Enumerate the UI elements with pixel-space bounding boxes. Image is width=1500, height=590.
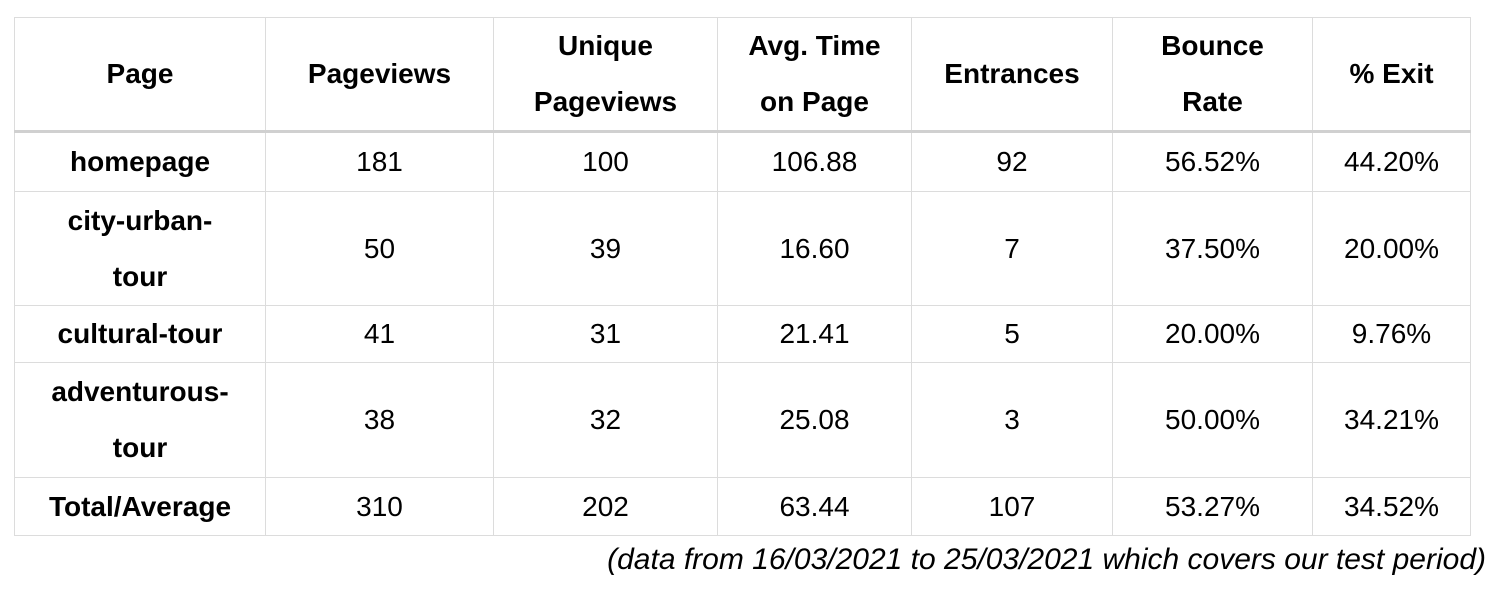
header-page: Page: [14, 17, 266, 133]
exit-cell: 34.21%: [1312, 362, 1471, 478]
page-name: homepage: [69, 146, 211, 177]
total-row: Total/Average 310 202 63.44 107 53.27% 3…: [14, 477, 1471, 536]
exit-cell: 44.20%: [1312, 131, 1471, 192]
header-row: Page Pageviews Unique Pageviews Avg. Time…: [14, 17, 1471, 133]
pageviews-cell: 38: [265, 362, 494, 478]
entrances-cell: 7: [911, 191, 1113, 306]
bounce-rate-cell: 37.50%: [1112, 191, 1313, 306]
header-bounce-rate-line1: Bounce: [1161, 30, 1264, 61]
header-avg-time-line2: on Page: [760, 86, 869, 117]
entrances-cell: 107: [911, 477, 1113, 536]
header-page-label: Page: [106, 58, 174, 89]
exit-cell: 20.00%: [1312, 191, 1471, 306]
header-unique-pageviews-line1: Unique: [558, 30, 653, 61]
header-entrances: Entrances: [911, 17, 1113, 133]
avg-time-cell: 16.60: [717, 191, 912, 306]
avg-time-cell: 106.88: [717, 131, 912, 192]
entrances-cell: 5: [911, 305, 1113, 363]
header-bounce-rate-line2: Rate: [1182, 86, 1243, 117]
pageviews-cell: 310: [265, 477, 494, 536]
pageviews-cell: 181: [265, 131, 494, 192]
avg-time-cell: 63.44: [717, 477, 912, 536]
table-row: cultural-tour 41 31 21.41 5 20.00% 9.76%: [14, 305, 1471, 363]
unique-pageviews-cell: 100: [493, 131, 718, 192]
exit-cell: 9.76%: [1312, 305, 1471, 363]
page-cell: city-urban-tour: [14, 191, 266, 306]
page-name-line2: tour: [112, 260, 168, 292]
pageviews-cell: 50: [265, 191, 494, 306]
header-exit-label: % Exit: [1349, 58, 1434, 89]
page-cell: Total/Average: [14, 477, 266, 536]
header-pageviews: Pageviews: [265, 17, 494, 133]
header-unique-pageviews: Unique Pageviews: [493, 17, 718, 133]
table-row: homepage 181 100 106.88 92 56.52% 44.20%: [14, 131, 1471, 192]
table-row: city-urban-tour 50 39 16.60 7 37.50% 20.…: [14, 191, 1471, 306]
entrances-cell: 3: [911, 362, 1113, 478]
page-cell: adventurous-tour: [14, 362, 266, 478]
page-name-line1: adventurous-: [51, 376, 229, 407]
page-cell: homepage: [14, 131, 266, 192]
header-entrances-label: Entrances: [944, 58, 1080, 89]
page-name-line1: city-urban-: [67, 204, 213, 236]
bounce-rate-cell: 53.27%: [1112, 477, 1313, 536]
page-stats-table: Page Pageviews Unique Pageviews Avg. Time…: [14, 17, 1471, 536]
bounce-rate-cell: 20.00%: [1112, 305, 1313, 363]
entrances-cell: 92: [911, 131, 1113, 192]
header-bounce-rate: Bounce Rate: [1112, 17, 1313, 133]
header-avg-time-line1: Avg. Time: [748, 30, 881, 61]
table-row: adventurous-tour 38 32 25.08 3 50.00% 34…: [14, 362, 1471, 478]
header-avg-time: Avg. Time on Page: [717, 17, 912, 133]
page-name: Total/Average: [48, 490, 232, 522]
page-name: cultural-tour: [57, 318, 223, 349]
bounce-rate-cell: 56.52%: [1112, 131, 1313, 192]
pageviews-cell: 41: [265, 305, 494, 363]
header-exit: % Exit: [1312, 17, 1471, 133]
unique-pageviews-cell: 31: [493, 305, 718, 363]
footnote: (data from 16/03/2021 to 25/03/2021 whic…: [607, 543, 1486, 576]
avg-time-cell: 25.08: [717, 362, 912, 478]
unique-pageviews-cell: 32: [493, 362, 718, 478]
avg-time-cell: 21.41: [717, 305, 912, 363]
bounce-rate-cell: 50.00%: [1112, 362, 1313, 478]
unique-pageviews-cell: 202: [493, 477, 718, 536]
page-cell: cultural-tour: [14, 305, 266, 363]
header-pageviews-label: Pageviews: [307, 58, 452, 89]
page-name-line2: tour: [112, 432, 168, 463]
unique-pageviews-cell: 39: [493, 191, 718, 306]
header-unique-pageviews-line2: Pageviews: [533, 86, 678, 117]
exit-cell: 34.52%: [1312, 477, 1471, 536]
